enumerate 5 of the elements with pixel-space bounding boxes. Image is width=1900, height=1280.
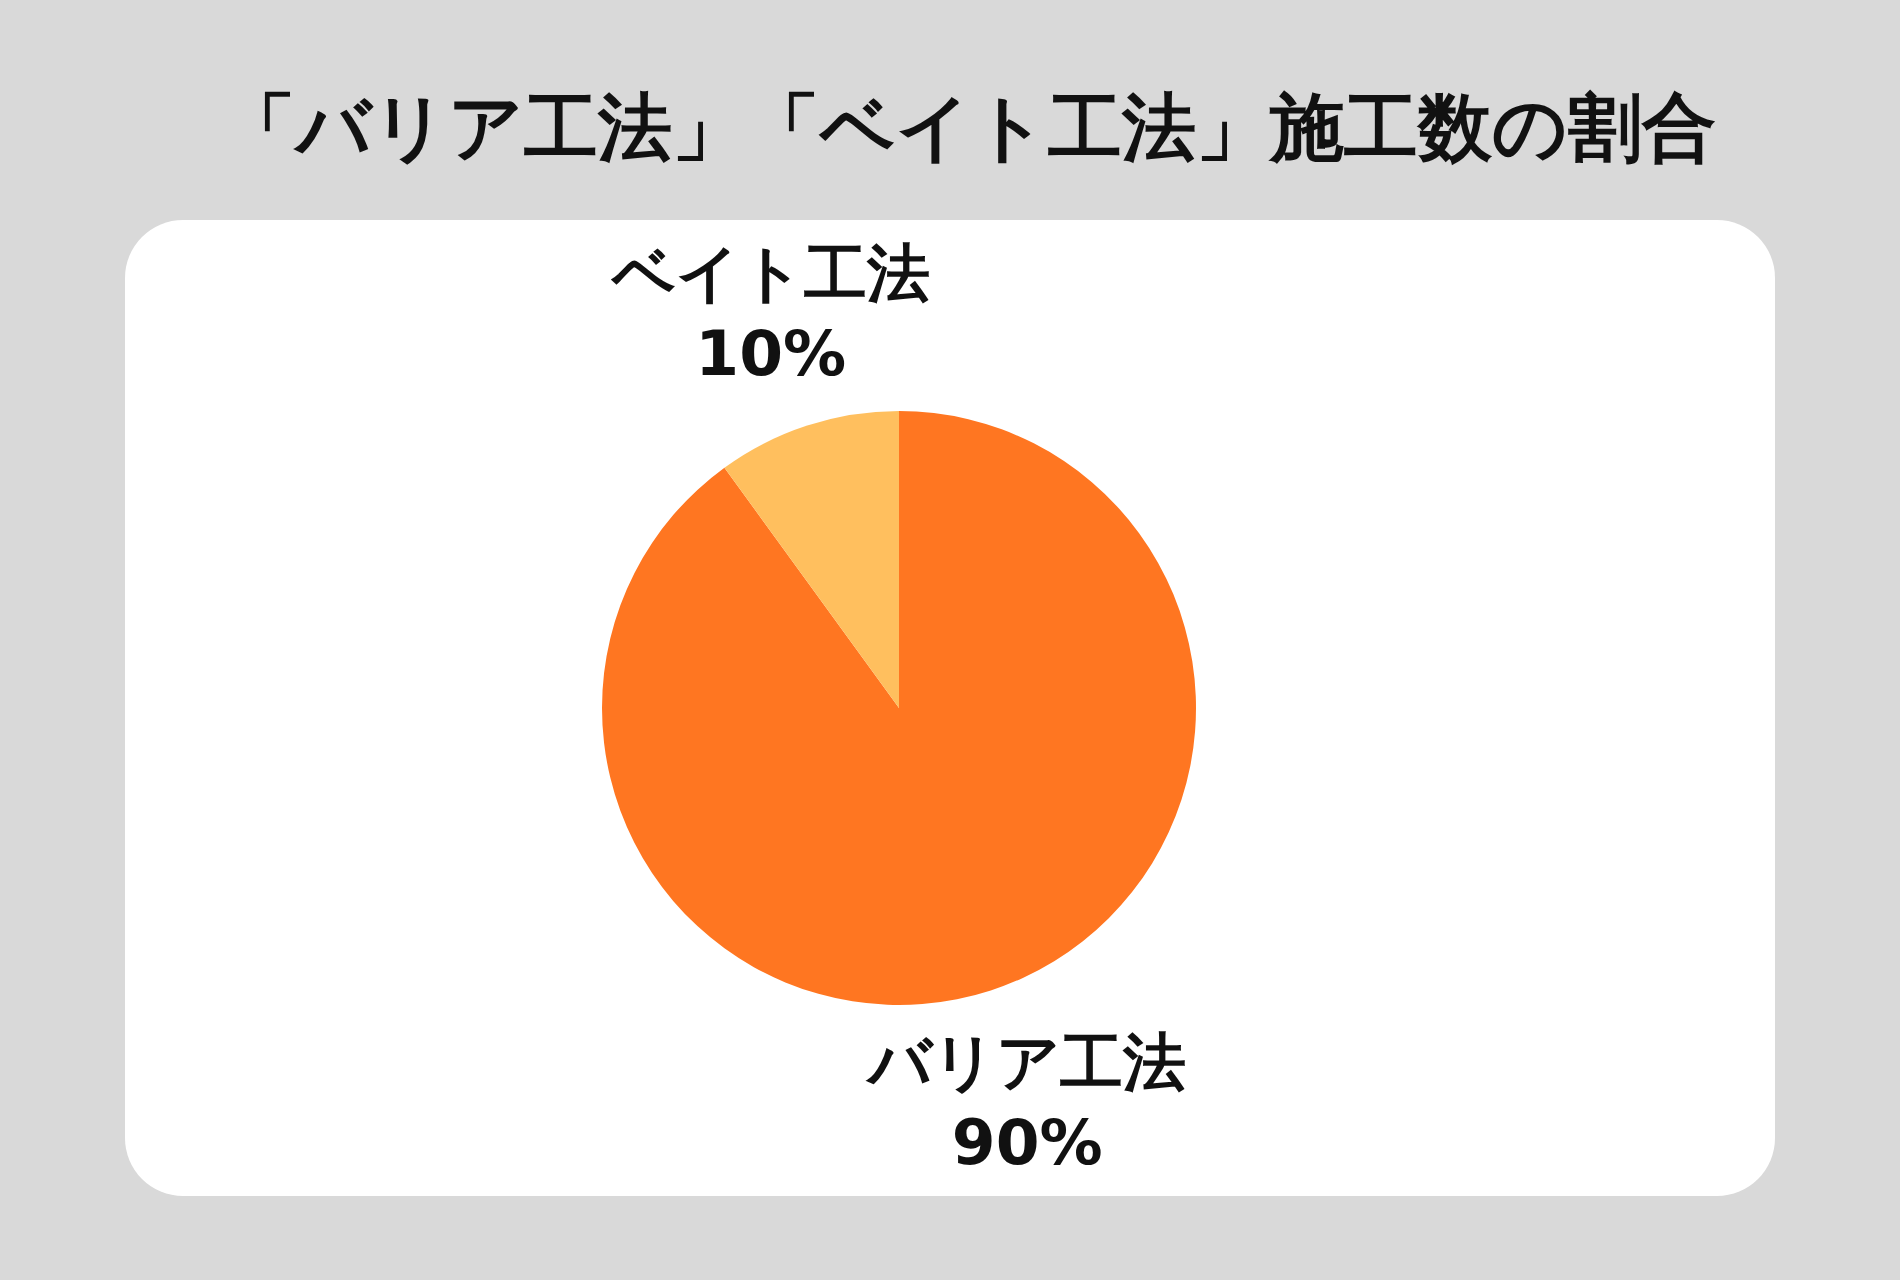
title: 「バリア工法」「ベイト工法」施工数の割合 (222, 84, 1716, 170)
slice-label: ベイト工法 (609, 236, 930, 310)
data-label: 10% (695, 316, 847, 390)
slice-label: バリア工法 (865, 1026, 1187, 1100)
data-label: 90% (951, 1106, 1103, 1180)
